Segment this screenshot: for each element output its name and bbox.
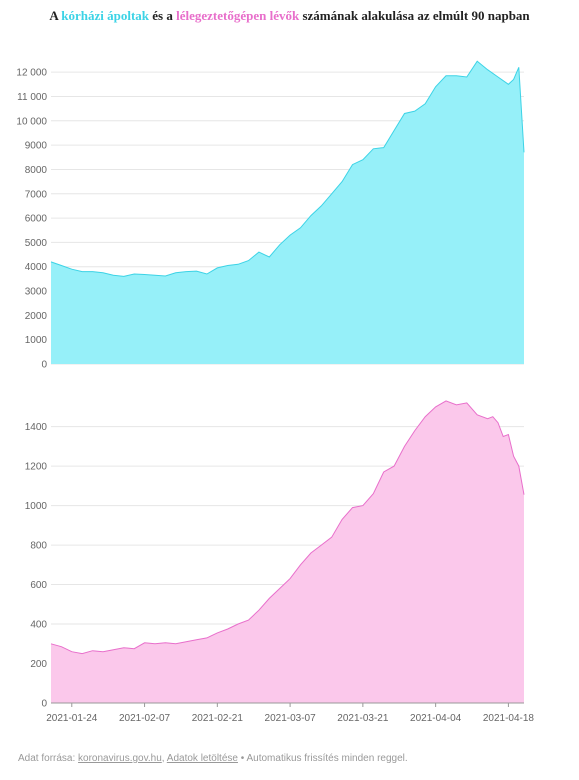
x-tick-label: 2021-04-18 — [483, 713, 535, 724]
title-middle: és a — [149, 8, 177, 23]
hospitalized-line — [50, 60, 525, 277]
ventilated-chart: 0 200 400 600 800 1000 1200 1400 2021-01-24 2021-… — [25, 400, 535, 724]
y-tick-label: 9000 — [25, 141, 48, 152]
y-tick-label: 1000 — [25, 501, 48, 512]
y-tick-label: 1000 — [25, 335, 48, 346]
y-tick-label: 1400 — [25, 422, 48, 433]
y-tick-label: 5000 — [25, 238, 48, 249]
y-tick-label: 600 — [30, 580, 47, 591]
y-tick-label: 6000 — [25, 214, 48, 225]
y-tick-label: 2000 — [25, 311, 48, 322]
footer-suffix: • Automatikus frissítés minden reggel. — [237, 753, 408, 764]
y-tick-label: 0 — [41, 360, 47, 371]
title-series-ventilated: lélegeztetőgépen lévők — [176, 8, 300, 23]
ventilated-line — [50, 400, 525, 655]
y-tick-label: 800 — [30, 541, 47, 552]
y-tick-label: 1200 — [25, 462, 48, 473]
x-tick-label: 2021-03-07 — [265, 713, 317, 724]
hospitalized-chart: 0 1000 2000 3000 4000 5000 6000 7000 8000 9000 10 … — [16, 60, 525, 371]
y-tick-label: 7000 — [25, 189, 48, 200]
footer-prefix: Adat forrása: — [18, 753, 79, 764]
y-tick-label: 11 000 — [17, 92, 47, 103]
chart-title: A kórházi ápoltak és a lélegeztetőgépen … — [0, 8, 579, 24]
source-link[interactable]: koronavirus.gov.hu — [78, 753, 162, 764]
charts-canvas: 010002000300040005000600070008000900010 … — [16, 60, 535, 724]
x-tick-label: 2021-03-21 — [337, 713, 389, 724]
title-prefix: A — [49, 8, 62, 23]
y-tick-label: 400 — [30, 620, 47, 631]
y-tick-label: 0 — [41, 699, 47, 710]
y-tick-label: 4000 — [25, 262, 48, 273]
download-data-link[interactable]: Adatok letöltése — [166, 753, 238, 764]
x-tick-label: 2021-01-24 — [46, 713, 98, 724]
x-tick-label: 2021-02-07 — [119, 713, 171, 724]
x-tick-label: 2021-02-21 — [192, 713, 244, 724]
title-series-hospitalized: kórházi ápoltak — [61, 8, 150, 23]
y-tick-label: 12 000 — [16, 68, 47, 79]
footer: Adat forrása: koronavirus.gov.hu, Adatok… — [18, 753, 408, 764]
y-tick-label: 200 — [30, 659, 47, 670]
hospitalized-area — [51, 61, 524, 364]
y-tick-label: 10 000 — [16, 116, 47, 127]
title-suffix: számának alakulása az elmúlt 90 napban — [299, 8, 530, 23]
ventilated-area — [51, 400, 524, 703]
footer-separator: , — [161, 753, 167, 764]
y-tick-label: 8000 — [25, 165, 48, 176]
y-tick-label: 3000 — [25, 287, 48, 298]
x-tick-label: 2021-04-04 — [410, 713, 462, 724]
